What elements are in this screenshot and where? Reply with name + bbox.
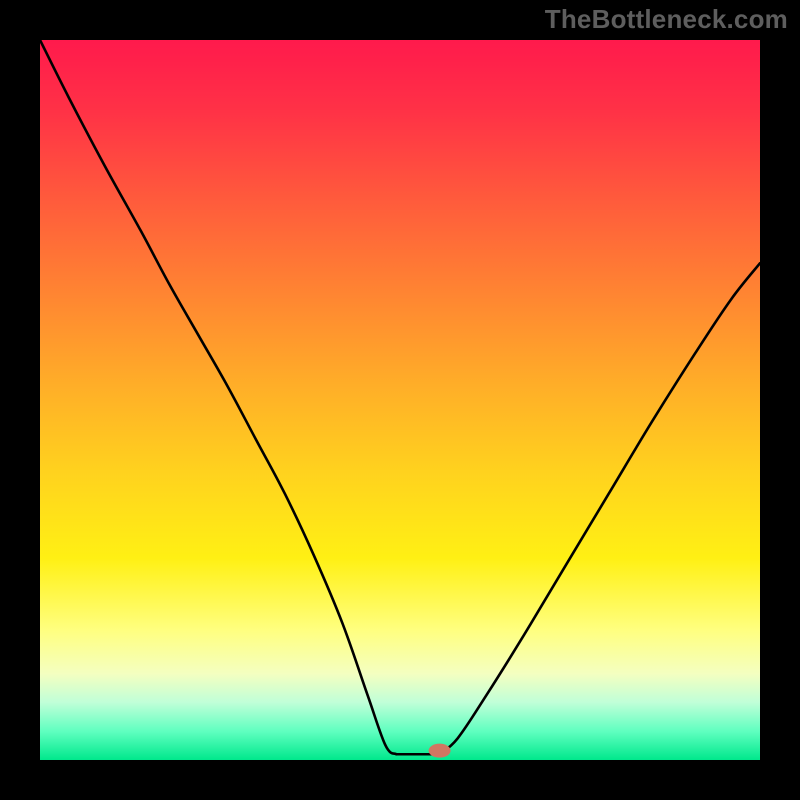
chart-stage: TheBottleneck.com: [0, 0, 800, 800]
bottleneck-chart: [0, 0, 800, 800]
optimal-marker: [429, 744, 451, 758]
watermark-text: TheBottleneck.com: [545, 4, 788, 35]
